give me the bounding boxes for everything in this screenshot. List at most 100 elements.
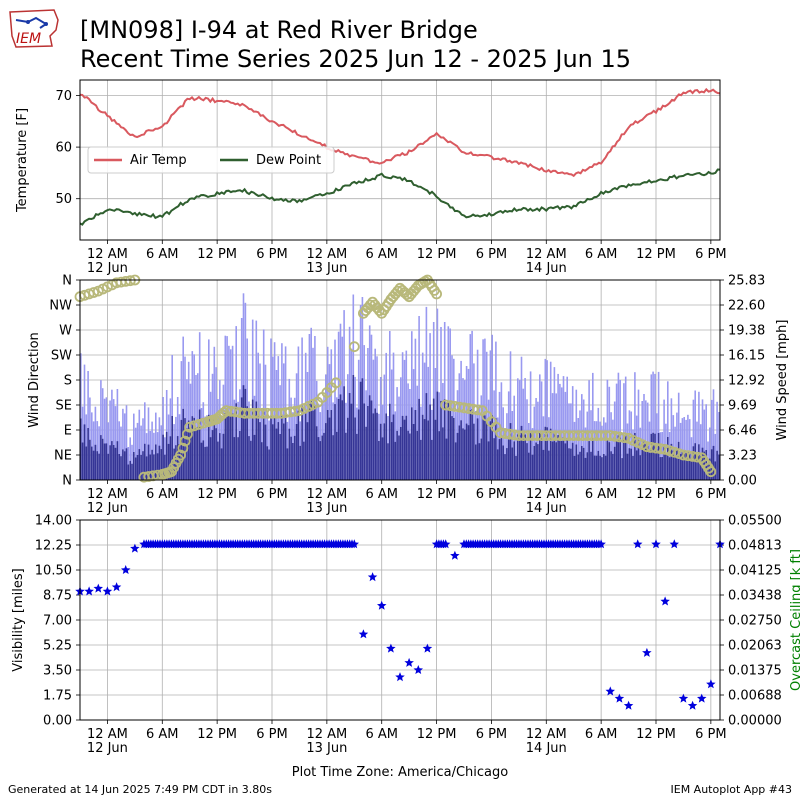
visibility-point	[367, 572, 378, 582]
wind-speed-bar	[219, 433, 221, 480]
wind-speed-bar	[529, 431, 532, 480]
wind-gust-bar	[588, 380, 590, 480]
wind-speed-bar	[511, 447, 514, 480]
x-tick-label: 12 PM	[197, 247, 237, 262]
wind-speed-bar	[471, 409, 473, 480]
wind-speed-bar	[648, 452, 651, 480]
wind-gust-bar	[217, 399, 219, 480]
wind-speed-bar	[273, 417, 276, 480]
wind-speed-bar	[687, 451, 689, 480]
y2-tick-label: 6.46	[728, 424, 757, 439]
wind-speed-bar	[100, 435, 102, 480]
y-tick-label: 3.50	[43, 664, 72, 679]
wind-speed-bar	[288, 428, 291, 480]
wind-speed-bar	[718, 454, 720, 480]
wind-speed-bar	[92, 450, 95, 480]
wind-gust-bar	[528, 423, 530, 480]
wind-speed-bar	[431, 439, 433, 480]
wind-gust-bar	[482, 339, 484, 480]
wind-speed-bar	[261, 442, 263, 480]
wind-speed-bar	[597, 450, 600, 480]
wind-gust-bar	[654, 373, 656, 480]
wind-speed-bar	[160, 449, 163, 480]
visibility-point	[669, 539, 679, 549]
wind-speed-bar	[582, 447, 585, 480]
wind-speed-bar	[381, 437, 384, 480]
visibility-point	[660, 596, 670, 606]
wind-speed-bar	[628, 448, 631, 480]
wind-speed-bar	[645, 444, 647, 480]
wind-gust-bar	[590, 410, 592, 480]
wind-speed-bar	[548, 450, 550, 480]
wind-speed-bar	[235, 403, 237, 480]
wind-gust-bar	[549, 361, 552, 480]
wind-speed-bar	[253, 434, 256, 480]
wind-speed-bar	[610, 451, 612, 480]
y2-tick-label: 0.00000	[728, 714, 782, 729]
wind-speed-bar	[140, 454, 142, 480]
wind-speed-bar	[347, 417, 349, 480]
wind-speed-bar	[394, 441, 397, 480]
wind-gust-bar	[198, 332, 201, 480]
x-tick-label: 14 Jun	[526, 261, 567, 276]
visibility-point	[596, 539, 606, 549]
wind-speed-bar	[617, 435, 620, 480]
wind-speed-bar	[500, 435, 503, 480]
wind-direction-point	[472, 404, 484, 416]
wind-gust-bar	[652, 371, 654, 480]
wind-gust-bar	[133, 413, 135, 480]
wind-speed-bar	[321, 435, 323, 480]
wind-speed-bar	[222, 433, 225, 480]
wind-speed-bar	[133, 452, 135, 480]
wind-speed-bar	[244, 388, 247, 480]
wind-gust-bar	[637, 389, 640, 480]
wind-gust-bar	[592, 372, 594, 480]
visibility-point	[111, 582, 122, 592]
wind-speed-bar	[131, 463, 133, 480]
wind-speed-bar	[590, 451, 592, 480]
visibility-point	[413, 665, 423, 674]
wind-speed-bar	[619, 437, 621, 480]
wind-speed-bar	[515, 455, 517, 480]
wind-speed-bar	[378, 441, 380, 480]
x-tick-label: 6 PM	[476, 487, 507, 502]
wind-gust-bar	[98, 426, 100, 480]
visibility-point	[633, 539, 643, 549]
wind-direction-point	[330, 377, 342, 389]
wind-speed-bar	[656, 449, 658, 480]
wind-speed-bar	[392, 414, 395, 480]
wind-speed-bar	[246, 406, 248, 480]
chart-title-line1: [MN098] I-94 at Red River Bridge	[80, 16, 478, 44]
wind-speed-bar	[91, 446, 93, 480]
wind-speed-bar	[173, 448, 175, 480]
wind-speed-bar	[389, 403, 391, 480]
wind-speed-bar	[688, 453, 691, 480]
wind-speed-bar	[228, 415, 230, 480]
wind-speed-bar	[542, 449, 545, 480]
x-tick-label: 12 PM	[636, 487, 676, 502]
wind-speed-bar	[109, 445, 111, 480]
wind-gust-bar	[480, 395, 483, 480]
wind-speed-bar	[255, 401, 258, 480]
y2-tick-label: 0.03438	[728, 589, 782, 604]
wind-gust-bar	[520, 356, 523, 480]
wind-gust-bar	[118, 421, 120, 480]
wind-speed-bar	[251, 399, 254, 480]
wind-speed-bar	[149, 454, 152, 480]
x-tick-label: 6 PM	[256, 247, 287, 262]
wind-direction-point	[175, 449, 187, 461]
wind-gust-bar	[529, 371, 532, 480]
wind-gust-bar	[667, 381, 669, 480]
wind-speed-bar	[374, 408, 376, 480]
wind-gust-bar	[646, 402, 649, 480]
wind-speed-bar	[370, 400, 373, 480]
wind-gust-bar	[94, 406, 97, 480]
x-tick-label: 12 PM	[636, 727, 676, 742]
wind-speed-bar	[171, 416, 173, 480]
y-tick-label: 70	[55, 89, 72, 104]
wind-gust-bar	[584, 427, 587, 480]
y-tick-label: E	[64, 424, 72, 439]
wind-gust-bar	[229, 349, 232, 480]
wind-gust-bar	[705, 404, 707, 480]
wind-speed-bar	[350, 403, 353, 480]
